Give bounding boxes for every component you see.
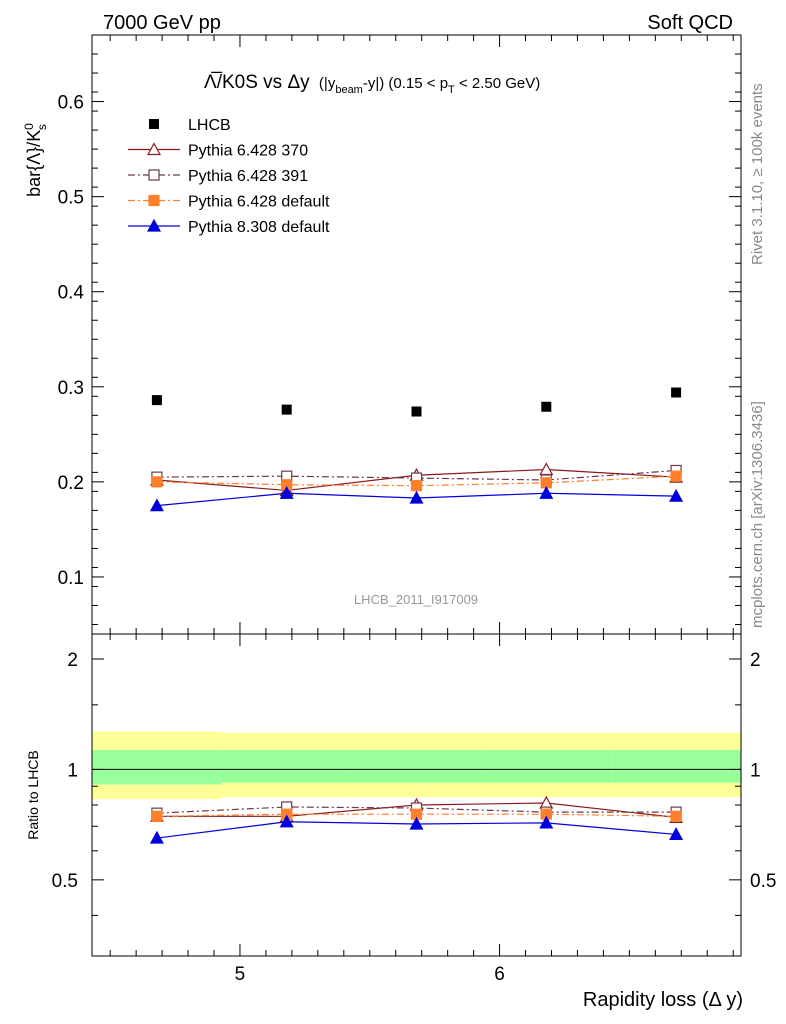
point-lhcb [281,404,292,415]
y-tick-label: 0.2 [58,473,84,494]
point-p8def [669,488,684,502]
legend-marker-p391 [148,169,160,181]
chart-title-sub-beam: beam [335,84,363,96]
y-tick-label: 0.4 [58,283,85,304]
point-p8def [539,486,554,499]
chart-marks [149,387,684,844]
ratio-bands [92,731,741,800]
point-p8def [279,486,294,499]
legend-marker-p370 [146,142,162,156]
ratio-tick-label: 0.5 [52,871,78,892]
point-p8def [149,498,164,512]
legend-label-p8def: Pythia 8.308 default [188,219,330,236]
legend-marker-lhcb [149,119,159,129]
legend-label-p6def: Pythia 6.428 default [188,194,330,211]
x-tick-label: 5 [235,964,246,985]
legend-label-p391: Pythia 6.428 391 [188,168,308,185]
ratio-tick-label: 1 [67,760,78,781]
x-axis-label: Rapidity loss (Δ y) [583,989,743,1011]
point-lhcb [411,406,422,417]
legend: LHCB Pythia 6.428 370 Pythia 6.428 391 Pyth… [128,117,330,236]
y-tick-label: 0.3 [58,378,84,399]
y-axis-label-sup: 0 [22,123,36,130]
y-axis-label: bar{Λ}/K0s [22,123,49,197]
point-p370 [539,462,554,476]
header-left-label: 7000 GeV pp [103,12,221,34]
legend-marker-p6def [148,194,160,207]
point-p6def [670,470,682,482]
mcplots-label: mcplots.cern.ch [arXiv:1306.3436] [749,401,766,628]
point-lhcb [671,387,682,398]
y-axis-label-main: bar{Λ}/K [24,130,44,197]
header-right-label: Soft QCD [647,12,733,34]
legend-label-lhcb: LHCB [188,117,231,134]
chart-title-end: < 2.50 GeV) [455,75,540,92]
ratio-tick-label-right: 2 [750,650,761,671]
legend-marker-p8def [146,218,162,232]
ratio-point-p8def [539,815,554,829]
ratio-point-p8def [669,827,684,841]
rivet-label: Rivet 3.1.10, ≥ 100k events [749,83,766,265]
ratio-point-p8def [409,816,424,830]
chart-title-mid: -y|) (0.15 < p [363,75,448,92]
ratio-point-p6def [670,810,682,822]
ratio-band-inner [92,749,222,785]
legend-label-p370: Pythia 6.428 370 [188,143,308,160]
chart-title: Λ̅/K0S vs Δy (|ybeam-y|) (0.15 < pT < 2.… [204,72,540,96]
point-lhcb [151,395,162,406]
point-p8def [409,490,424,504]
ratio-band-inner [611,749,741,783]
y-axis-label-sub: s [35,124,49,130]
y-tick-label: 0.6 [58,93,84,114]
y-tick-label: 0.1 [58,568,84,589]
chart-title-main: Λ̅/K0S vs Δy [204,72,310,93]
ratio-point-p6def [151,810,163,822]
y-tick-label: 0.5 [58,188,84,209]
ratio-point-p8def [149,830,164,844]
point-p6def [151,476,163,488]
point-lhcb [541,401,552,412]
ratio-band-inner [221,749,352,783]
ratio-band-inner [351,749,482,783]
point-p6def [410,480,423,492]
ratio-y-axis-label: Ratio to LHCB [25,750,41,839]
ratio-tick-label-right: 0.5 [750,871,776,892]
ratio-plot-frame [91,633,742,957]
ratio-tick-label-right: 1 [750,760,761,781]
chart-title-sub-t: T [448,84,455,96]
x-tick-label: 6 [494,964,505,985]
axes: 0.1 0.2 0.3 0.4 0.5 0.6 5 6 0.5 0.5 1 1 2 2 [52,35,776,985]
chart-title-paren: (|y [319,75,336,92]
ratio-point-p8def [279,814,294,828]
ratio-band-inner [481,749,612,783]
analysis-watermark: LHCB_2011_I917009 [354,592,478,607]
ratio-tick-label: 2 [67,650,78,671]
